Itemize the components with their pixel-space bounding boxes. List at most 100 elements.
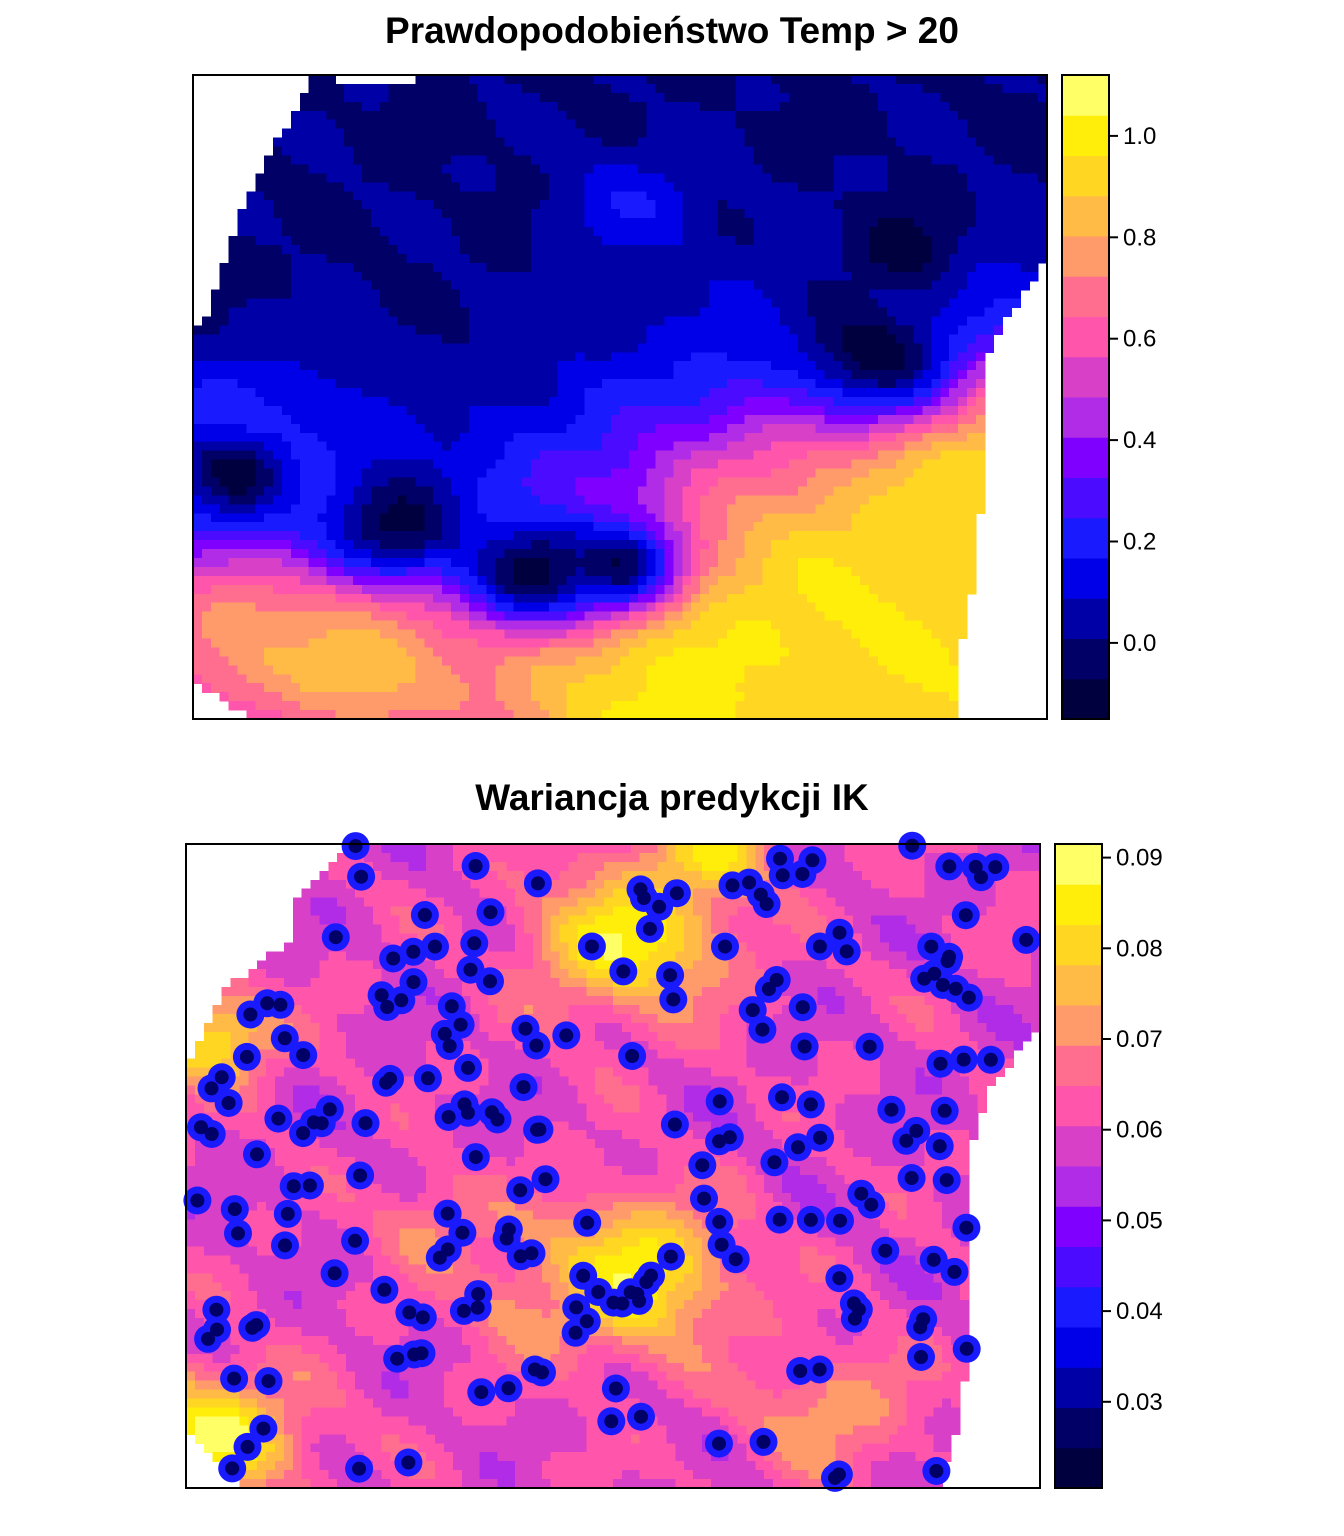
heatmap-cell [611, 83, 621, 94]
heatmap-cell [219, 352, 230, 362]
heatmap-cell [593, 522, 603, 532]
heatmap-cell [193, 531, 203, 541]
heatmap-cell [940, 307, 950, 318]
heatmap-cell [495, 92, 505, 103]
heatmap-cell [406, 316, 416, 327]
heatmap-cell [664, 146, 674, 157]
heatmap-cell [513, 75, 523, 85]
heatmap-cell [450, 513, 461, 523]
heatmap-cell [771, 200, 781, 210]
heatmap-cell [824, 307, 835, 318]
heatmap-cell [335, 468, 345, 479]
heatmap-cell [771, 450, 781, 461]
heatmap-cell [433, 414, 443, 425]
heatmap-cell [833, 397, 843, 407]
heatmap-cell [789, 262, 799, 273]
heatmap-cell [406, 414, 416, 425]
heatmap-cell [753, 280, 763, 291]
heatmap-cell [281, 236, 292, 246]
heatmap-cell [940, 164, 950, 174]
heatmap-cell [851, 280, 861, 291]
heatmap-cell [708, 155, 719, 166]
heatmap-cell [308, 173, 319, 183]
heatmap-cell [566, 289, 577, 300]
heatmap-cell [281, 155, 292, 166]
heatmap-cell [486, 558, 497, 568]
heatmap-cell [433, 244, 443, 255]
heatmap-cell [210, 531, 221, 541]
heatmap-cell [379, 343, 390, 353]
heatmap-cell [210, 414, 221, 425]
heatmap-cell [468, 137, 479, 148]
heatmap-cell [593, 531, 603, 541]
heatmap-cell [975, 182, 986, 192]
heatmap-cell [877, 459, 888, 470]
heatmap-cell [442, 504, 452, 514]
heatmap-cell [1002, 271, 1013, 282]
heatmap-cell [539, 307, 550, 318]
heatmap-cell [273, 477, 283, 488]
heatmap-cell [424, 244, 434, 255]
heatmap-cell [611, 200, 621, 210]
heatmap-cell [557, 397, 568, 407]
heatmap-cell [193, 379, 203, 389]
heatmap-cell [299, 441, 310, 452]
heatmap-cell [201, 352, 212, 362]
heatmap-cell [655, 146, 666, 157]
heatmap-cell [548, 477, 559, 488]
heatmap-cell [513, 325, 523, 335]
heatmap-cell [922, 182, 932, 192]
heatmap-cell [611, 209, 621, 219]
heatmap-cell [708, 298, 719, 309]
heatmap-cell [904, 244, 915, 255]
heatmap-cell [415, 379, 425, 389]
heatmap-cell [468, 477, 479, 488]
heatmap-cell [824, 352, 835, 362]
heatmap-cell [842, 209, 852, 219]
heatmap-cell [326, 531, 336, 541]
heatmap-cell [806, 101, 817, 112]
heatmap-cell [646, 566, 657, 577]
heatmap-cell [806, 388, 817, 398]
chart-title-variance: Wariancja predykcji IK [475, 777, 869, 818]
heatmap-cell [940, 253, 950, 264]
heatmap-cell [913, 531, 924, 541]
heatmap-cell [762, 334, 772, 344]
heatmap-cell [958, 477, 968, 488]
heatmap-cell [744, 352, 755, 362]
heatmap-cell [940, 218, 950, 228]
heatmap-cell [388, 173, 399, 183]
heatmap-cell [682, 227, 692, 237]
heatmap-cell [468, 182, 479, 192]
heatmap-cell [744, 200, 755, 210]
heatmap-cell [379, 137, 390, 148]
heatmap-cell [388, 119, 399, 130]
heatmap-cell [655, 558, 666, 568]
heatmap-cell [281, 370, 292, 380]
heatmap-cell [886, 173, 897, 183]
heatmap-cell [717, 352, 728, 362]
heatmap-cell [797, 119, 808, 130]
heatmap-cell [219, 271, 230, 282]
heatmap-cell [575, 271, 586, 282]
heatmap-cell [539, 388, 550, 398]
heatmap-cell [753, 155, 763, 166]
heatmap-cell [611, 325, 621, 335]
heatmap-cell [557, 486, 568, 496]
heatmap-cell [1020, 119, 1030, 130]
heatmap-cell [771, 334, 781, 344]
heatmap-cell [299, 164, 310, 174]
heatmap-cell [637, 182, 648, 192]
heatmap-cell [966, 236, 977, 246]
heatmap-cell [806, 110, 817, 121]
heatmap-cell [566, 388, 577, 398]
heatmap-cell [219, 379, 230, 389]
heatmap-cell [433, 128, 443, 139]
heatmap-cell [966, 155, 977, 166]
heatmap-cell [949, 441, 959, 452]
heatmap-cell [620, 244, 630, 255]
heatmap-cell [255, 379, 265, 389]
heatmap-cell [273, 182, 283, 192]
heatmap-cell [317, 227, 328, 237]
heatmap-cell [655, 298, 666, 309]
